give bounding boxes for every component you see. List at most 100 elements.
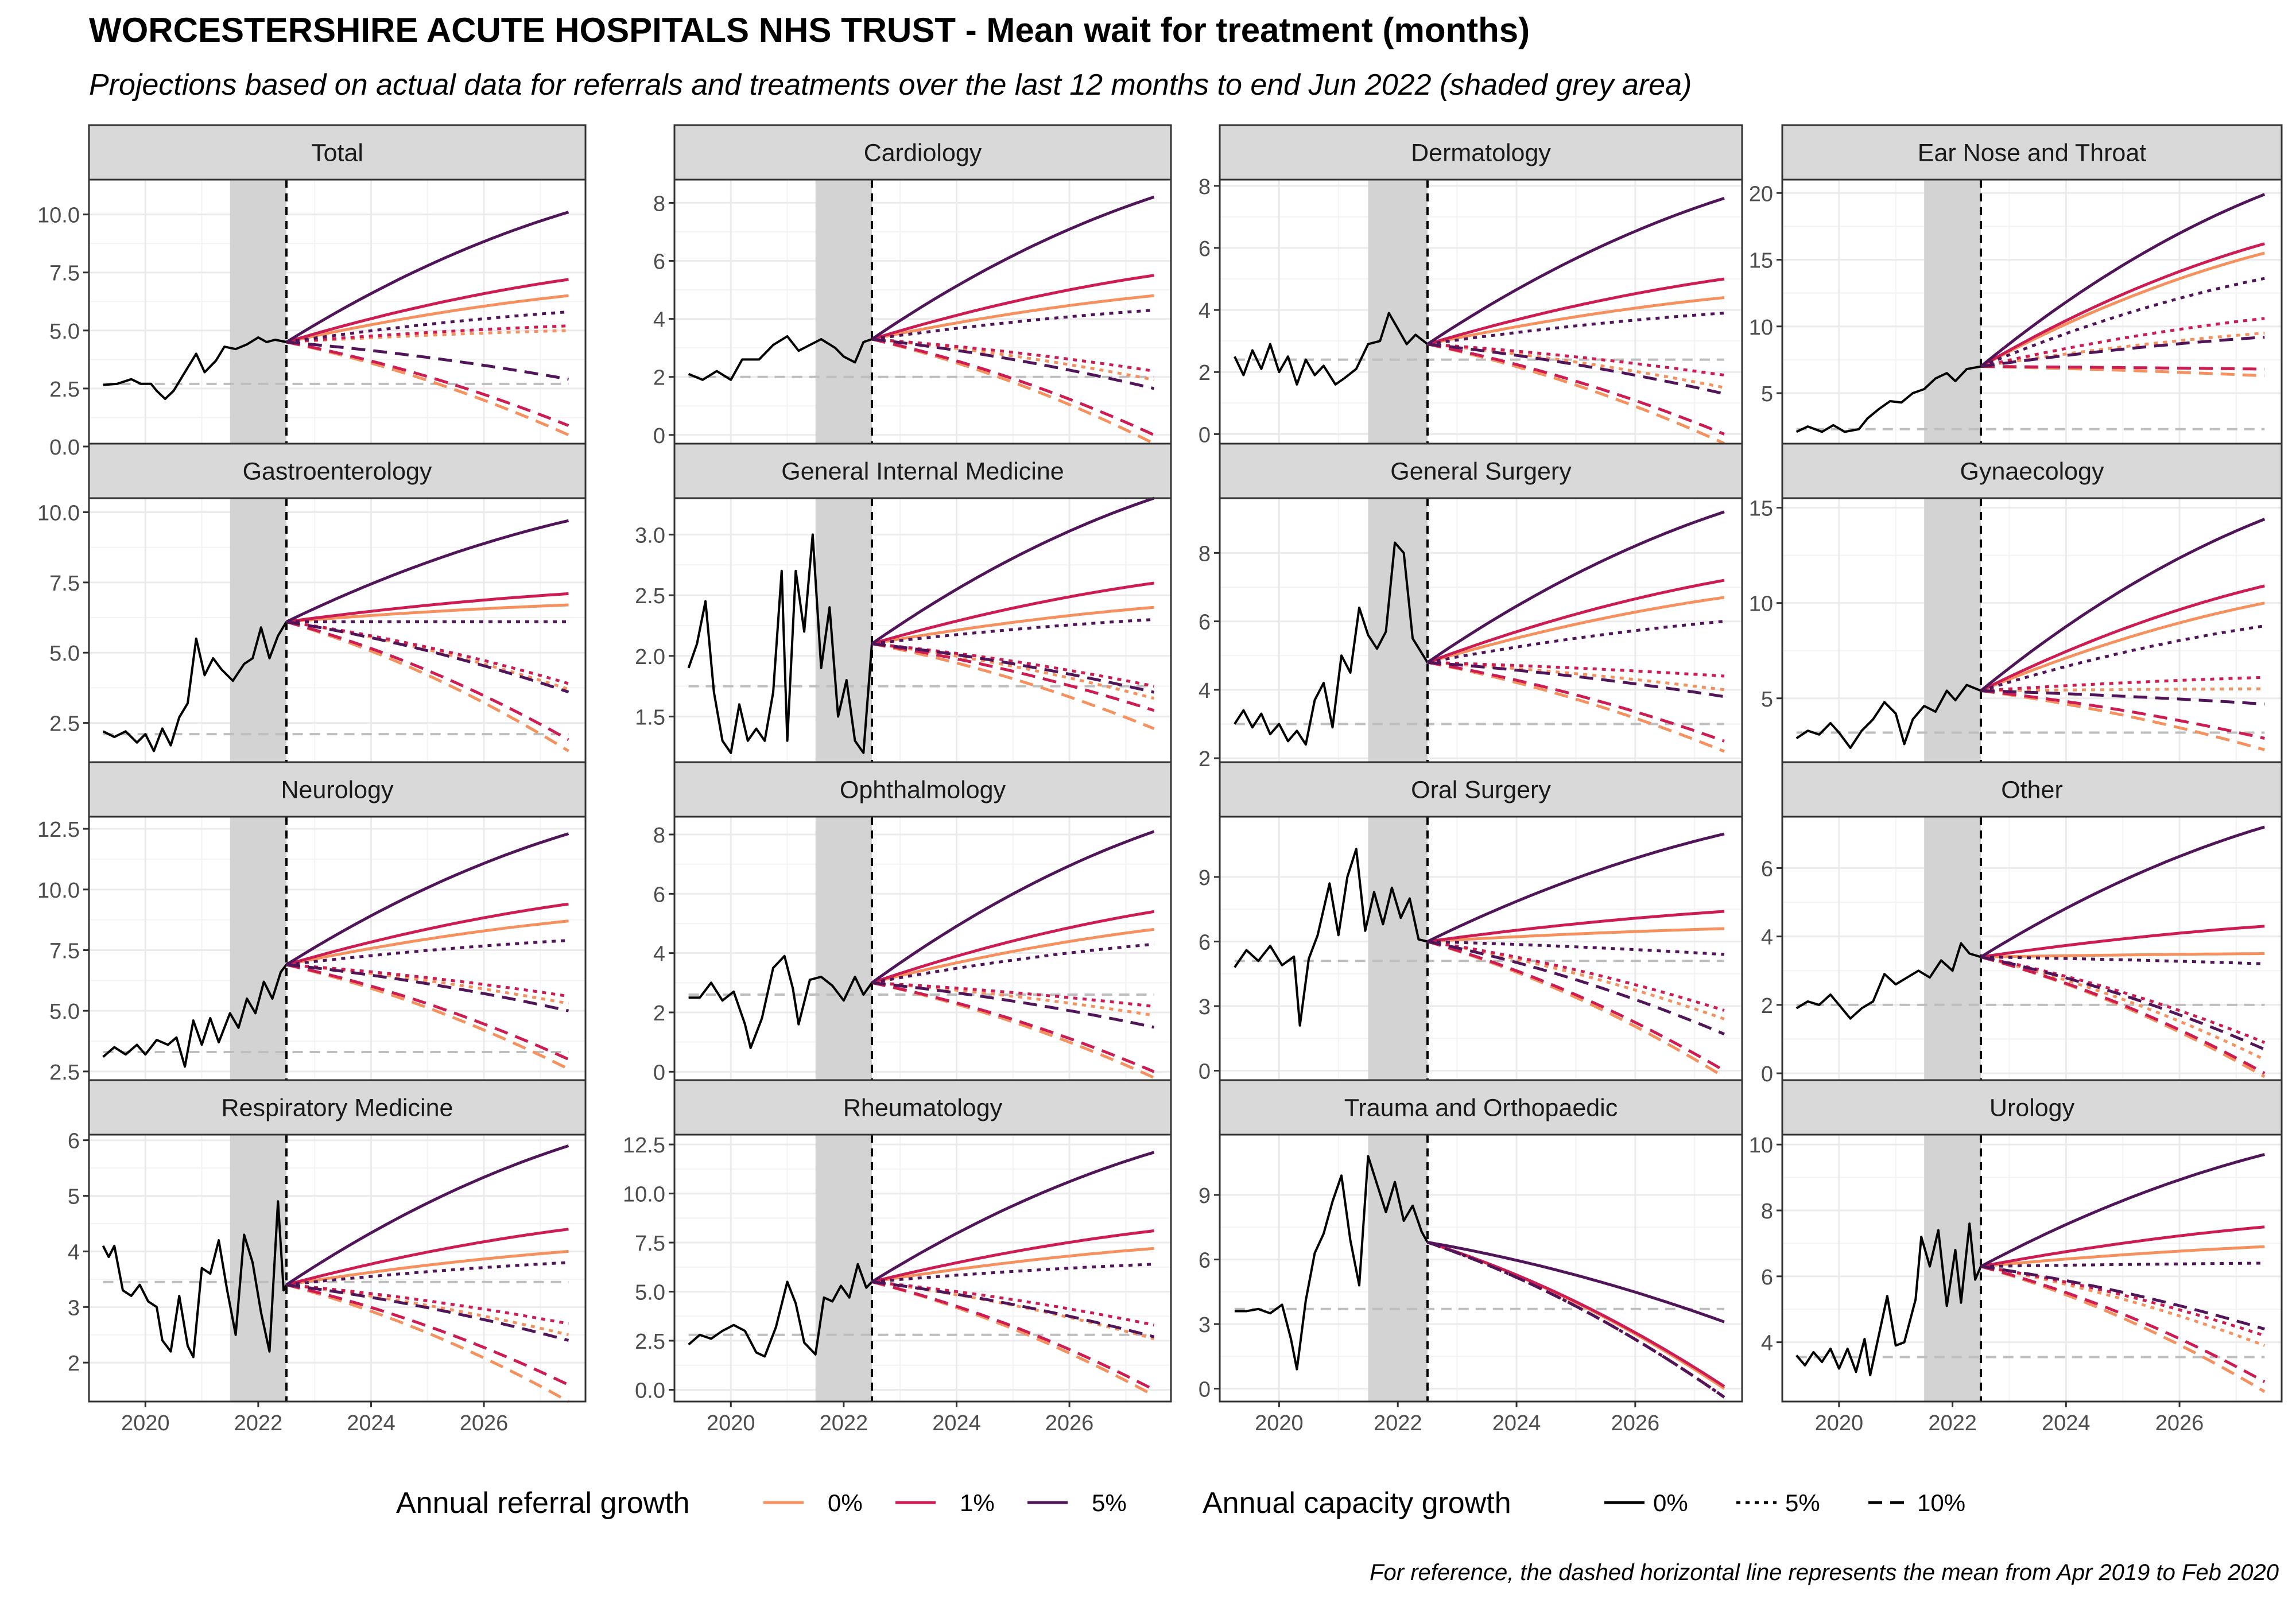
- shaded-period: [1368, 817, 1428, 1084]
- shaded-period: [230, 498, 287, 765]
- projection-line-r1-c5: [286, 963, 569, 998]
- projection-line-r0-c0: [871, 927, 1154, 984]
- panel-strip: [673, 124, 1172, 181]
- x-tick-label: 2024: [347, 1411, 395, 1435]
- shaded-period: [1368, 1135, 1428, 1402]
- projection-line-r0-c0: [871, 1247, 1154, 1283]
- y-tick-label: 8: [1199, 542, 1211, 566]
- panel-title: Gastroenterology: [243, 458, 432, 486]
- x-tick-label: 2020: [1255, 1411, 1304, 1435]
- panel-strip: [1781, 1079, 2283, 1136]
- plot-background: [674, 498, 1171, 765]
- projection-line-r0-c0: [1427, 296, 1725, 346]
- projection-line-r1-c0: [286, 278, 569, 344]
- projection-line-r1-c10: [1427, 940, 1725, 1072]
- panel-total: Total 0.0 2.5 5.0 7.5 10.0: [37, 124, 587, 460]
- projection-line-r5-c10: [1980, 689, 2265, 706]
- panel-strip: [1781, 124, 2283, 181]
- projection-line-r5-c0: [1426, 197, 1725, 346]
- y-tick-label: 2.5: [49, 378, 80, 402]
- actual-series-line: [102, 1200, 288, 1358]
- y-tick-label: 5: [1761, 688, 1773, 712]
- panel-ear-nose-and-throat: Ear Nose and Throat 5 10 15 20: [1749, 124, 2283, 448]
- y-tick-label: 6: [653, 250, 665, 274]
- y-tick-label: 12.5: [37, 818, 80, 842]
- actual-series-line: [1795, 1222, 1982, 1377]
- projection-line-r0-c0: [286, 919, 569, 966]
- projection-line-r1-c10: [1980, 955, 2266, 1075]
- projection-line-r1-c5: [871, 981, 1154, 1008]
- y-tick-label: 6: [1199, 611, 1211, 635]
- actual-series-line: [1234, 541, 1429, 746]
- panel-title: Rheumatology: [843, 1094, 1003, 1122]
- panel-title: Gynaecology: [1960, 458, 2104, 486]
- y-tick-label: 7.5: [49, 940, 80, 964]
- x-tick-label: 2020: [121, 1411, 170, 1435]
- legend-title-capacity: Annual capacity growth: [1203, 1486, 1511, 1520]
- projection-line-r5-c0: [1980, 518, 2266, 692]
- shaded-period: [230, 180, 287, 447]
- projection-line-r1-c0: [871, 910, 1154, 984]
- panel-title: Total: [311, 139, 363, 167]
- y-tick-label: 15: [1749, 249, 1773, 273]
- y-tick-label: 2: [1761, 994, 1773, 1018]
- x-tick-label: 2026: [460, 1411, 509, 1435]
- panel-general-surgery: General Surgery 2 4 6 8: [1199, 442, 1743, 771]
- shaded-period: [1924, 817, 1981, 1084]
- actual-series-line: [688, 1263, 873, 1358]
- actual-series-line: [1795, 684, 1981, 750]
- x-tick-label: 2026: [2155, 1411, 2204, 1435]
- projection-line-r1-c0: [871, 581, 1154, 646]
- projection-line-r5-c10: [286, 1283, 569, 1342]
- projection-line-r5-c5: [1427, 312, 1725, 346]
- y-tick-label: 2: [1199, 747, 1211, 771]
- panel-border: [673, 1134, 1172, 1403]
- y-tick-label: 5.0: [49, 320, 80, 344]
- legend-label-referral: 1%: [960, 1489, 995, 1516]
- y-tick-label: 15: [1749, 497, 1773, 521]
- plot-background: [674, 817, 1171, 1084]
- y-tick-label: 0: [653, 1061, 665, 1085]
- projection-line-r1-c5: [286, 324, 569, 344]
- panel-border: [1219, 1134, 1743, 1403]
- panel-title: Respiratory Medicine: [222, 1094, 453, 1122]
- y-tick-label: 6: [1761, 1266, 1773, 1290]
- projection-line-r1-c0: [1980, 584, 2265, 692]
- y-tick-label: 7.5: [635, 1232, 665, 1256]
- projection-line-r5-c0: [871, 1151, 1155, 1283]
- y-tick-label: 2.5: [635, 584, 665, 608]
- projection-line-r5-c5: [871, 618, 1154, 646]
- y-tick-label: 2: [653, 1002, 665, 1026]
- actual-series-line: [102, 621, 288, 752]
- projection-line-r1-c0: [286, 592, 569, 623]
- projection-line-r0-c0: [1427, 596, 1725, 664]
- panel-general-internal-medicine: General Internal Medicine 1.5 2.0 2.5 3.0: [635, 442, 1172, 766]
- projection-line-r1-c10: [871, 337, 1155, 437]
- panel-ophthalmology: Ophthalmology 0 2 4 6 8: [653, 761, 1172, 1085]
- panel-strip: [673, 442, 1172, 499]
- y-tick-label: 10: [1749, 316, 1773, 340]
- panel-title: Ear Nose and Throat: [1918, 139, 2146, 167]
- panel-strip: [1219, 124, 1743, 181]
- y-tick-label: 10.0: [623, 1183, 665, 1207]
- x-tick-label: 2020: [707, 1411, 755, 1435]
- y-tick-label: 7.5: [49, 262, 80, 286]
- projection-line-r1-c10: [871, 642, 1155, 712]
- projection-line-r1-c5: [871, 337, 1154, 373]
- actual-series-line: [1795, 942, 1981, 1020]
- projection-line-r1-c5: [286, 1283, 569, 1325]
- y-tick-label: 6: [1761, 857, 1773, 881]
- actual-series-line: [688, 335, 872, 381]
- projection-line-r1-c10: [286, 963, 569, 1061]
- projection-line-r5-c0: [285, 832, 569, 966]
- projection-line-r5-c5: [1980, 624, 2265, 692]
- panel-cardiology: Cardiology 0 2 4 6 8: [653, 124, 1172, 448]
- chart-caption: For reference, the dashed horizontal lin…: [1370, 1560, 2279, 1585]
- projection-line-r5-c10: [1427, 661, 1725, 698]
- y-tick-label: 0: [1199, 1378, 1211, 1402]
- panel-oral-surgery: Oral Surgery 0 3 6 9: [1199, 761, 1743, 1085]
- shaded-period: [1924, 180, 1981, 447]
- projection-line-r1-c10: [286, 620, 569, 742]
- y-tick-label: 2.5: [49, 712, 80, 736]
